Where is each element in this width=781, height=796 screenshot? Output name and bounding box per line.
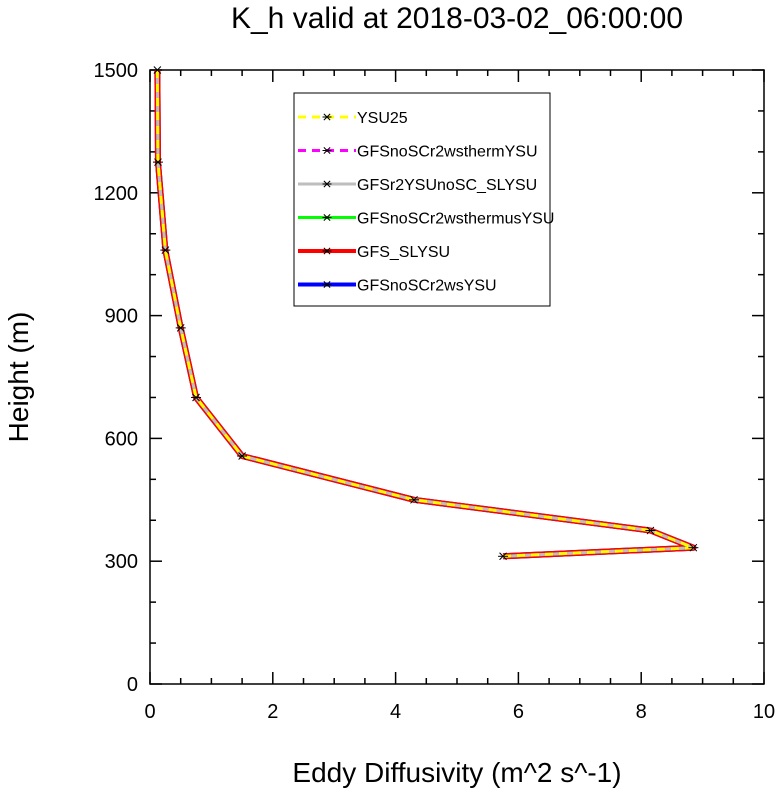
y-tick-label: 600 — [105, 428, 138, 450]
marker-stroke — [323, 213, 331, 222]
legend-label: GFS_SLYSU — [357, 244, 450, 261]
legend-marker — [322, 146, 332, 155]
marker-stroke — [499, 552, 507, 561]
x-tick-label: 6 — [513, 701, 524, 723]
data-point-marker — [175, 324, 186, 332]
marker-stroke — [154, 158, 162, 166]
marker-stroke — [323, 180, 331, 188]
marker-stroke — [323, 113, 331, 121]
x-tick-label: 4 — [390, 701, 401, 723]
y-tick-label: 900 — [105, 306, 138, 328]
data-point-marker — [160, 246, 171, 254]
marker-stroke — [161, 246, 170, 254]
legend-marker — [322, 280, 332, 289]
legend-marker — [322, 247, 332, 255]
y-tick-label: 0 — [127, 674, 138, 696]
x-axis-title: Eddy Diffusivity (m^2 s^-1) — [292, 757, 621, 788]
marker-stroke — [410, 495, 418, 504]
data-point-marker — [152, 158, 163, 166]
marker-stroke — [323, 146, 331, 155]
y-axis-title: Height (m) — [3, 312, 34, 443]
marker-stroke — [192, 393, 200, 402]
data-point-marker — [498, 552, 509, 561]
legend-label: YSU25 — [357, 110, 408, 127]
marker-stroke — [689, 543, 698, 552]
x-tick-label: 10 — [753, 701, 775, 723]
data-point-marker — [645, 526, 656, 535]
legend-marker — [322, 213, 332, 222]
x-tick-label: 8 — [636, 701, 647, 723]
marker-stroke — [176, 324, 185, 332]
data-point-marker — [237, 452, 248, 460]
legend-label: GFSnoSCr2wsYSU — [357, 278, 497, 295]
data-point-marker — [688, 543, 699, 552]
legend-label: GFSnoSCr2wsthermYSU — [357, 144, 538, 161]
legend: YSU25 GFSnoSCr2wsthermYSU GFSr2YSUnoSC_SLY… — [293, 92, 554, 307]
y-tick-label: 1500 — [94, 60, 139, 82]
legend-label: GFSnoSCr2wsthermusYSU — [357, 211, 554, 228]
marker-stroke — [153, 66, 162, 74]
legend-label: GFSr2YSUnoSC_SLYSU — [357, 177, 537, 194]
legend-marker — [322, 180, 332, 188]
y-tick-label: 1200 — [94, 183, 139, 205]
marker-stroke — [323, 280, 331, 289]
legend-marker — [322, 113, 332, 121]
marker-stroke — [238, 452, 246, 460]
axis-ticks — [149, 69, 765, 685]
series-layer — [152, 66, 699, 561]
legend-box — [293, 92, 551, 307]
data-point-marker — [409, 495, 420, 504]
y-tick-label: 300 — [105, 551, 138, 573]
x-tick-label: 2 — [267, 701, 278, 723]
data-point-marker — [191, 393, 202, 402]
marker-stroke — [646, 526, 655, 535]
axis-tick-labels: 0 2 4 6 8 10 0 300 600 900 1200 1500 — [94, 60, 776, 723]
chart-title: K_h valid at 2018-03-02_06:00:00 — [231, 2, 683, 35]
x-tick-label: 0 — [144, 701, 155, 723]
data-point-marker — [152, 66, 163, 74]
series-line — [155, 69, 695, 558]
marker-stroke — [323, 247, 331, 255]
